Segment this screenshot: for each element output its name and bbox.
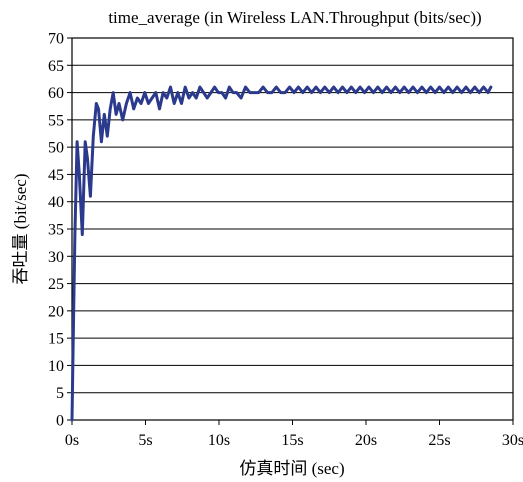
y-tick-label: 40 — [48, 194, 64, 211]
series-line — [70, 85, 493, 422]
x-tick-label: 30s — [502, 432, 523, 449]
x-tick-label: 15s — [281, 432, 303, 449]
x-tick-label: 0s — [65, 432, 79, 449]
y-tick-label: 10 — [48, 358, 64, 375]
x-tick-label: 5s — [138, 432, 152, 449]
y-tick-label: 45 — [48, 167, 64, 184]
y-tick-label: 55 — [48, 112, 64, 129]
y-tick-label: 15 — [48, 331, 64, 348]
x-tick-label: 10s — [208, 432, 230, 449]
y-tick-label: 35 — [48, 222, 64, 239]
y-tick-label: 30 — [48, 249, 64, 266]
y-tick-label: 60 — [48, 85, 64, 102]
x-tick-label: 20s — [355, 432, 377, 449]
y-axis-label: 吞吐量 (bit/sec) — [11, 174, 30, 285]
x-tick-label: 25s — [428, 432, 450, 449]
y-axis-ticks: 0 5 10 15 20 25 30 35 40 45 50 55 60 65 70 — [48, 31, 72, 430]
chart-title: time_average (in Wireless LAN.Throughput… — [108, 8, 481, 27]
y-tick-label: 0 — [56, 413, 64, 430]
y-tick-label: 25 — [48, 276, 64, 293]
x-axis-label: 仿真时间 (sec) — [239, 459, 344, 478]
y-tick-label: 70 — [48, 31, 64, 48]
y-tick-label: 5 — [56, 385, 64, 402]
y-tick-label: 65 — [48, 58, 64, 75]
y-tick-label: 50 — [48, 140, 64, 157]
y-tick-label: 20 — [48, 303, 64, 320]
x-axis-ticks: 0s 5s 10s 15s 20s 25s 30s — [65, 420, 523, 449]
